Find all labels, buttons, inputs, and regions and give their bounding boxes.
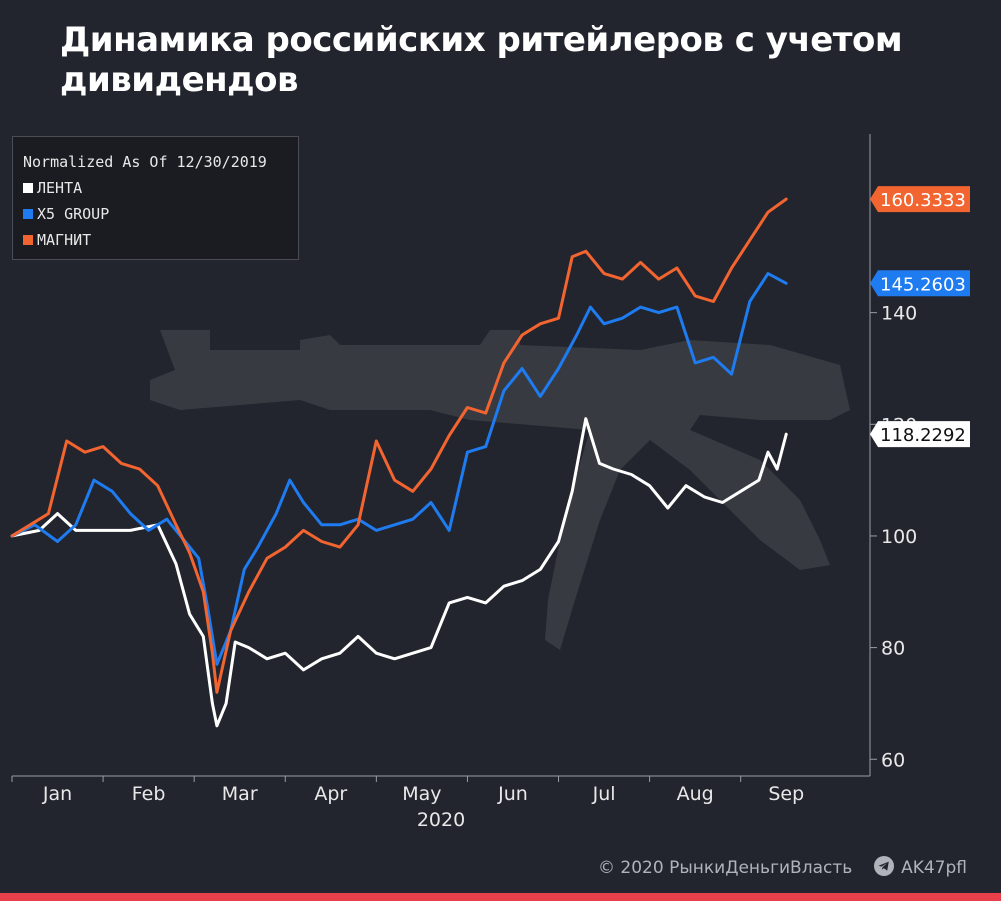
y-tick-label: 60 <box>881 749 905 771</box>
y-tick-label: 100 <box>881 526 917 548</box>
legend-swatch <box>23 183 33 193</box>
value-tag-0: 118.2292 <box>870 421 970 448</box>
telegram-icon <box>873 856 894 876</box>
value-tag-box <box>870 421 970 448</box>
x-tick-label: Jun <box>497 783 528 805</box>
legend-label-x5: X5 GROUP <box>37 205 110 223</box>
x-tick-label: Mar <box>222 783 258 805</box>
chart-axes <box>12 134 871 777</box>
value-tags: 118.2292 145.2603 160.3333 <box>870 186 970 448</box>
legend-item-magnit: МАГНИТ <box>23 227 298 253</box>
legend-item-x5: X5 GROUP <box>23 201 298 227</box>
footer: © 2020 РынкиДеньгиВласть AK47pfl <box>598 856 967 878</box>
value-tag-box <box>870 186 970 213</box>
value-tag-2: 160.3333 <box>870 186 970 213</box>
chart-title: Динамика российских ритейлеров с учетом … <box>60 20 903 100</box>
legend-item-lenta: ЛЕНТА <box>23 175 298 201</box>
channel-handle: AK47pfl <box>901 858 967 878</box>
value-tag-text: 118.2292 <box>880 425 966 446</box>
x-tick-label: Jan <box>42 783 72 805</box>
copyright-text: © 2020 РынкиДеньгиВласть <box>598 858 853 878</box>
x-tick-label: Aug <box>677 783 714 805</box>
legend-label-lenta: ЛЕНТА <box>37 179 83 197</box>
bottom-accent-bar <box>0 893 1001 901</box>
legend-swatch <box>23 235 33 245</box>
value-tag-text: 160.3333 <box>880 190 966 211</box>
series-layer <box>10 197 788 728</box>
legend-subtitle: Normalized As Of 12/30/2019 <box>23 153 267 171</box>
x-tick-label: May <box>402 783 441 805</box>
watermark-icon <box>150 330 850 650</box>
y-axis-labels: 6080100120140 <box>870 303 917 771</box>
series-line-2 <box>10 197 788 694</box>
legend: Normalized As Of 12/30/2019 ЛЕНТА X5 GRO… <box>12 136 299 260</box>
x-axis-labels: Jan Feb Mar Apr May Jun Jul Aug Sep <box>11 776 804 805</box>
x-tick-label: Jul <box>592 783 616 805</box>
y-tick-label: 80 <box>881 638 905 660</box>
value-tag-box <box>870 270 970 297</box>
y-tick-label: 140 <box>881 303 917 325</box>
legend-label-magnit: МАГНИТ <box>37 231 92 249</box>
value-tag-text: 145.2603 <box>880 274 966 295</box>
series-line-0 <box>10 417 788 728</box>
value-tag-1: 145.2603 <box>870 270 970 297</box>
series-line-1 <box>10 272 788 666</box>
x-tick-label: Feb <box>132 783 166 805</box>
x-axis-year-label: 2020 <box>417 809 465 831</box>
x-tick-label: Sep <box>768 783 804 805</box>
legend-swatch <box>23 209 33 219</box>
x-tick-label: Apr <box>314 783 347 805</box>
